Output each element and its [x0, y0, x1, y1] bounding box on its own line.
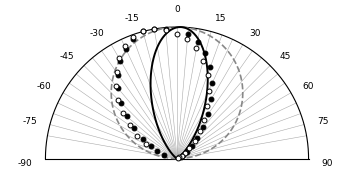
- Text: 30: 30: [249, 29, 261, 38]
- Text: 0: 0: [174, 5, 180, 14]
- Text: 60: 60: [302, 82, 314, 91]
- Text: 75: 75: [317, 117, 328, 126]
- Text: 15: 15: [215, 14, 226, 23]
- Text: -60: -60: [37, 82, 52, 91]
- Text: -90: -90: [18, 159, 32, 168]
- Text: 45: 45: [279, 52, 291, 61]
- Text: -75: -75: [22, 117, 37, 126]
- Text: -30: -30: [90, 29, 105, 38]
- Text: -45: -45: [60, 52, 75, 61]
- Text: -15: -15: [125, 14, 139, 23]
- Text: 90: 90: [322, 159, 333, 168]
